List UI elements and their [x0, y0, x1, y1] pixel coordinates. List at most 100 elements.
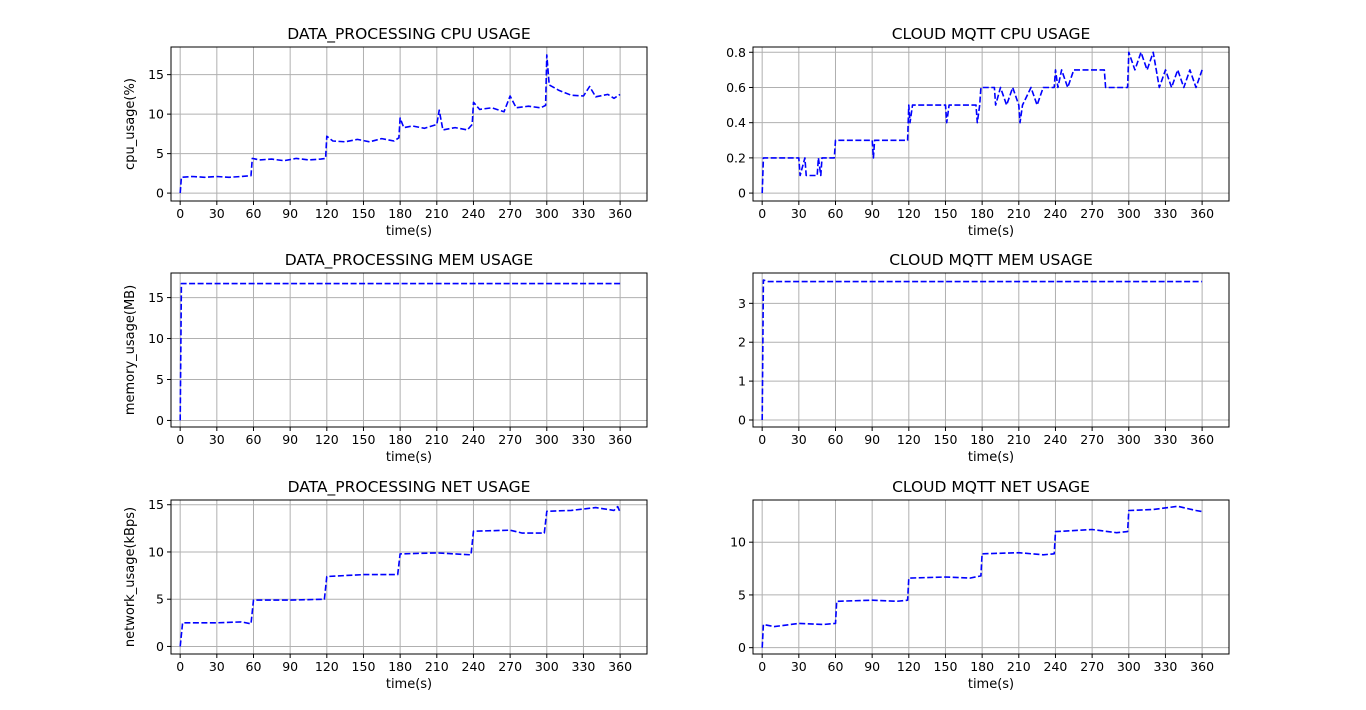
x-tick-label: 180 — [388, 659, 412, 674]
y-tick-label: 1 — [738, 374, 746, 389]
x-tick-label: 90 — [864, 432, 880, 447]
x-tick-label: 0 — [758, 206, 766, 221]
x-tick-label: 210 — [1007, 206, 1031, 221]
chart-title: DATA_PROCESSING NET USAGE — [288, 478, 531, 497]
x-tick-label: 0 — [176, 206, 184, 221]
y-tick-label: 3 — [738, 296, 746, 311]
x-tick-label: 30 — [791, 659, 807, 674]
x-tick-label: 0 — [176, 432, 184, 447]
x-tick-label: 0 — [758, 659, 766, 674]
y-tick-label: 2 — [738, 335, 746, 350]
x-tick-label: 180 — [388, 432, 412, 447]
x-tick-label: 330 — [572, 206, 596, 221]
x-tick-label: 90 — [864, 206, 880, 221]
x-tick-label: 60 — [828, 206, 844, 221]
y-tick-label: 0 — [156, 639, 164, 654]
y-tick-label: 15 — [148, 67, 164, 82]
x-tick-label: 120 — [315, 432, 339, 447]
x-tick-label: 120 — [897, 659, 921, 674]
x-tick-label: 270 — [498, 432, 522, 447]
series-line-1 — [761, 505, 1203, 648]
y-tick-label: 0 — [738, 186, 746, 201]
x-tick-label: 300 — [1117, 659, 1141, 674]
x-tick-label: 210 — [425, 659, 449, 674]
x-tick-label: 270 — [1080, 206, 1104, 221]
subplot-3: 0 30 60 90 120 150 180 210 240 270 300 330 360 0 5 10 15… — [123, 251, 648, 465]
x-tick-label: 330 — [572, 659, 596, 674]
x-tick-label: 240 — [462, 659, 486, 674]
y-tick-label: 0 — [156, 186, 164, 201]
axes-frame — [752, 272, 1230, 428]
x-tick-label: 330 — [572, 432, 596, 447]
y-tick-label: 10 — [730, 535, 746, 550]
x-tick-label: 330 — [1154, 206, 1178, 221]
x-tick-label: 120 — [897, 206, 921, 221]
series-line-1 — [761, 51, 1203, 194]
series-line-1 — [179, 505, 621, 647]
x-tick-label: 330 — [1154, 659, 1178, 674]
x-tick-label: 30 — [791, 432, 807, 447]
axes-frame — [752, 499, 1230, 655]
x-tick-label: 180 — [388, 206, 412, 221]
y-tick-label: 0.2 — [726, 150, 746, 165]
x-tick-label: 0 — [176, 659, 184, 674]
x-tick-label: 30 — [209, 659, 225, 674]
x-tick-label: 150 — [934, 432, 958, 447]
x-axis-label: time(s) — [386, 450, 432, 465]
x-tick-label: 240 — [462, 206, 486, 221]
series-line-1 — [761, 279, 1203, 421]
x-tick-label: 300 — [1117, 206, 1141, 221]
x-tick-label: 120 — [315, 659, 339, 674]
subplot-6: 0 30 60 90 120 150 180 210 240 270 300 330 360 0 5 10 CL… — [730, 478, 1230, 692]
y-tick-label: 0 — [156, 413, 164, 428]
y-tick-label: 10 — [148, 331, 164, 346]
x-tick-label: 150 — [352, 432, 376, 447]
chart-title: CLOUD MQTT MEM USAGE — [889, 251, 1093, 269]
x-tick-label: 180 — [970, 432, 994, 447]
x-axis-label: time(s) — [386, 224, 432, 239]
y-tick-label: 10 — [148, 544, 164, 559]
y-tick-label: 10 — [148, 107, 164, 122]
x-tick-label: 360 — [608, 659, 632, 674]
y-axis-label: network_usage(kBps) — [123, 507, 138, 647]
x-tick-label: 90 — [282, 659, 298, 674]
x-tick-label: 270 — [1080, 659, 1104, 674]
y-tick-label: 5 — [738, 587, 746, 602]
axes-frame — [170, 499, 648, 655]
x-axis-label: time(s) — [968, 450, 1014, 465]
chart-title: CLOUD MQTT NET USAGE — [892, 478, 1090, 496]
x-tick-label: 210 — [1007, 432, 1031, 447]
y-tick-label: 0.4 — [726, 115, 746, 130]
x-tick-label: 240 — [1044, 206, 1068, 221]
x-tick-label: 150 — [352, 659, 376, 674]
x-tick-label: 360 — [1190, 659, 1214, 674]
subplot-2: 0 30 60 90 120 150 180 210 240 270 300 330 360 0 0.2 0.… — [726, 25, 1230, 239]
x-tick-label: 180 — [970, 206, 994, 221]
x-axis-label: time(s) — [968, 677, 1014, 692]
x-tick-label: 240 — [462, 432, 486, 447]
subplot-1: 0 30 60 90 120 150 180 210 240 270 300 330 360 0 5 10 15… — [123, 25, 648, 239]
y-tick-label: 15 — [148, 497, 164, 512]
x-tick-label: 150 — [934, 206, 958, 221]
x-tick-label: 90 — [282, 432, 298, 447]
x-tick-label: 120 — [897, 432, 921, 447]
x-axis-label: time(s) — [968, 224, 1014, 239]
axes-frame — [170, 272, 648, 428]
x-tick-label: 150 — [934, 659, 958, 674]
x-tick-label: 90 — [282, 206, 298, 221]
x-tick-label: 240 — [1044, 659, 1068, 674]
x-tick-label: 270 — [498, 206, 522, 221]
x-tick-label: 0 — [758, 432, 766, 447]
y-tick-label: 0 — [738, 640, 746, 655]
chart-title: DATA_PROCESSING CPU USAGE — [287, 25, 530, 44]
x-tick-label: 30 — [209, 206, 225, 221]
x-tick-label: 30 — [791, 206, 807, 221]
y-tick-label: 0.6 — [726, 80, 746, 95]
x-tick-label: 60 — [828, 432, 844, 447]
x-tick-label: 210 — [425, 206, 449, 221]
x-tick-label: 60 — [246, 206, 262, 221]
x-tick-label: 360 — [1190, 206, 1214, 221]
y-tick-label: 5 — [156, 146, 164, 161]
series-line-1 — [179, 282, 621, 421]
